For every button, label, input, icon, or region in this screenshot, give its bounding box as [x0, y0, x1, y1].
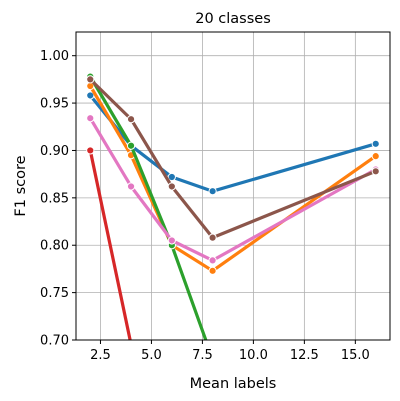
data-point	[208, 187, 217, 196]
data-point	[167, 172, 176, 182]
chart-title: 20 classes	[195, 11, 271, 27]
x-tick-label: 12.5	[290, 348, 319, 363]
y-tick-label: 0.75	[40, 286, 69, 301]
series-line	[88, 75, 208, 340]
series-line	[88, 150, 132, 340]
data-point	[371, 139, 380, 148]
data-point	[126, 182, 136, 191]
x-axis: 2.5 5.0 7.5 10.0 12.5 15.0	[90, 340, 370, 363]
y-tick-label: 0.90	[40, 144, 69, 159]
data-point	[167, 182, 176, 191]
data-point	[371, 167, 380, 176]
plot-frame	[75, 31, 391, 341]
data-point	[126, 141, 136, 150]
data-point	[86, 75, 95, 84]
y-tick-label: 0.80	[40, 239, 69, 254]
y-tick-label: 0.85	[40, 191, 69, 206]
x-tick-label: 2.5	[90, 348, 111, 363]
y-tick-label: 0.95	[40, 97, 69, 112]
y-tick-label: 1.00	[40, 49, 69, 64]
series-layer	[86, 72, 380, 348]
x-tick-label: 15.0	[341, 348, 370, 363]
series-5	[86, 75, 380, 242]
data-point	[371, 152, 380, 161]
x-tick-label: 10.0	[239, 348, 268, 363]
data-point	[126, 115, 136, 124]
series-3	[86, 146, 134, 348]
x-axis-label: Mean labels	[190, 376, 277, 392]
data-point	[86, 114, 95, 123]
x-tick-label: 7.5	[192, 348, 213, 363]
data-point	[86, 146, 95, 155]
x-tick-label: 5.0	[141, 348, 162, 363]
y-axis-label: F1 score	[13, 155, 29, 216]
data-point	[86, 91, 95, 100]
data-point	[208, 256, 217, 265]
data-point	[167, 236, 176, 245]
data-point	[208, 266, 217, 275]
y-axis: 0.70 0.75 0.80 0.85 0.90 0.95 1.00	[40, 49, 76, 349]
y-tick-label: 0.70	[40, 334, 69, 349]
data-point	[127, 341, 134, 348]
data-point	[208, 233, 217, 242]
series-line	[88, 85, 377, 273]
